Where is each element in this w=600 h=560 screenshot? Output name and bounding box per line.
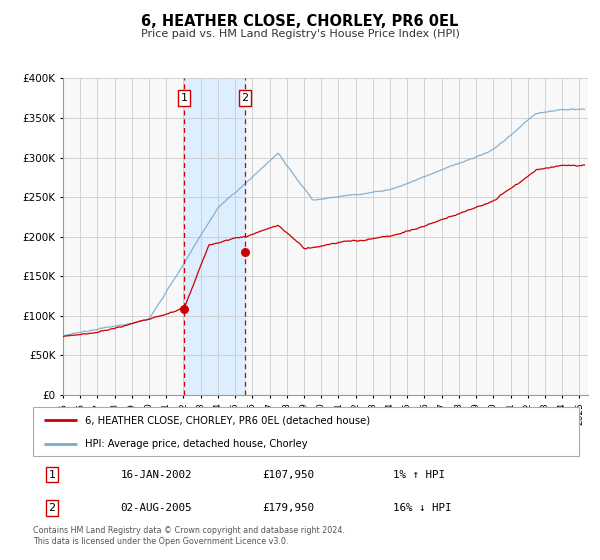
Text: 2: 2 (242, 93, 248, 103)
Text: HPI: Average price, detached house, Chorley: HPI: Average price, detached house, Chor… (85, 439, 307, 449)
Bar (184, 78, 245, 395)
Text: 6, HEATHER CLOSE, CHORLEY, PR6 0EL (detached house): 6, HEATHER CLOSE, CHORLEY, PR6 0EL (deta… (85, 416, 370, 426)
Text: 16-JAN-2002: 16-JAN-2002 (121, 470, 192, 480)
Point (179, 305, 189, 314)
Text: Contains HM Land Registry data © Crown copyright and database right 2024.
This d: Contains HM Land Registry data © Crown c… (33, 526, 345, 546)
Text: 16% ↓ HPI: 16% ↓ HPI (394, 503, 452, 513)
Text: 02-AUG-2005: 02-AUG-2005 (121, 503, 192, 513)
Text: Price paid vs. HM Land Registry's House Price Index (HPI): Price paid vs. HM Land Registry's House … (140, 29, 460, 39)
Point (241, 248, 250, 257)
Text: 1% ↑ HPI: 1% ↑ HPI (394, 470, 445, 480)
Text: 6, HEATHER CLOSE, CHORLEY, PR6 0EL: 6, HEATHER CLOSE, CHORLEY, PR6 0EL (142, 14, 458, 29)
Text: 1: 1 (49, 470, 56, 480)
Text: £179,950: £179,950 (262, 503, 314, 513)
FancyBboxPatch shape (33, 407, 579, 456)
Text: £107,950: £107,950 (262, 470, 314, 480)
Text: 1: 1 (181, 93, 188, 103)
Text: 2: 2 (49, 503, 56, 513)
